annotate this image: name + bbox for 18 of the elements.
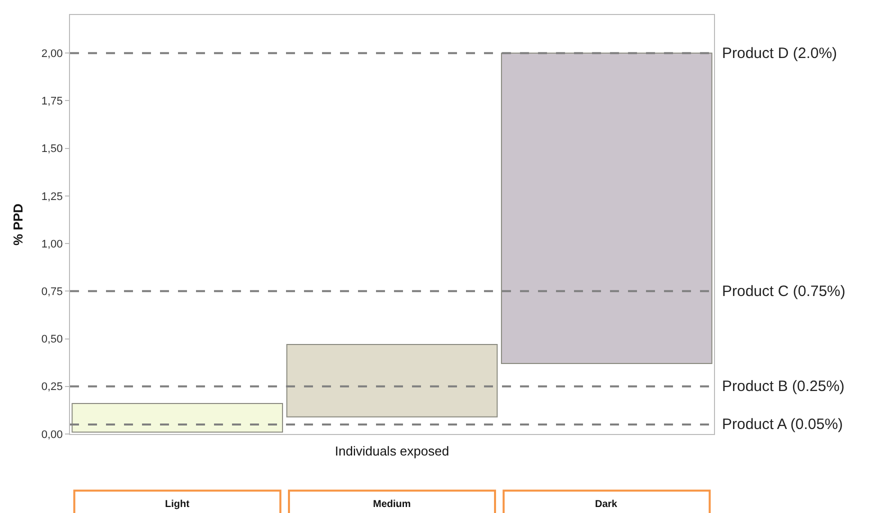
y-tick-label: 0,75 [41,286,63,298]
y-tick-label: 0,50 [41,334,63,346]
x-tick-label: Medium [373,499,411,510]
y-axis-title: % PPD [10,204,26,246]
y-tick-label: 0,00 [41,428,63,441]
x-tick-label: Dark [595,499,618,510]
ref-line-label: Product D (2.0%) [722,45,838,62]
y-tick-label: 0,25 [41,381,63,394]
y-tick-label: 1,25 [41,190,63,203]
ref-line-label: Product A (0.05%) [722,416,843,433]
ref-line-label: Product B (0.25%) [722,378,845,395]
y-tick-label: 1,75 [41,96,63,108]
ref-line-label: Product C (0.75%) [722,283,846,300]
y-tick-label: 1,50 [41,143,63,156]
x-tick-label: Light [165,499,190,510]
y-tick-label: 2,00 [41,48,63,60]
x-axis-title: Individuals exposed [334,444,450,459]
y-tick-label: 1,00 [41,238,63,250]
